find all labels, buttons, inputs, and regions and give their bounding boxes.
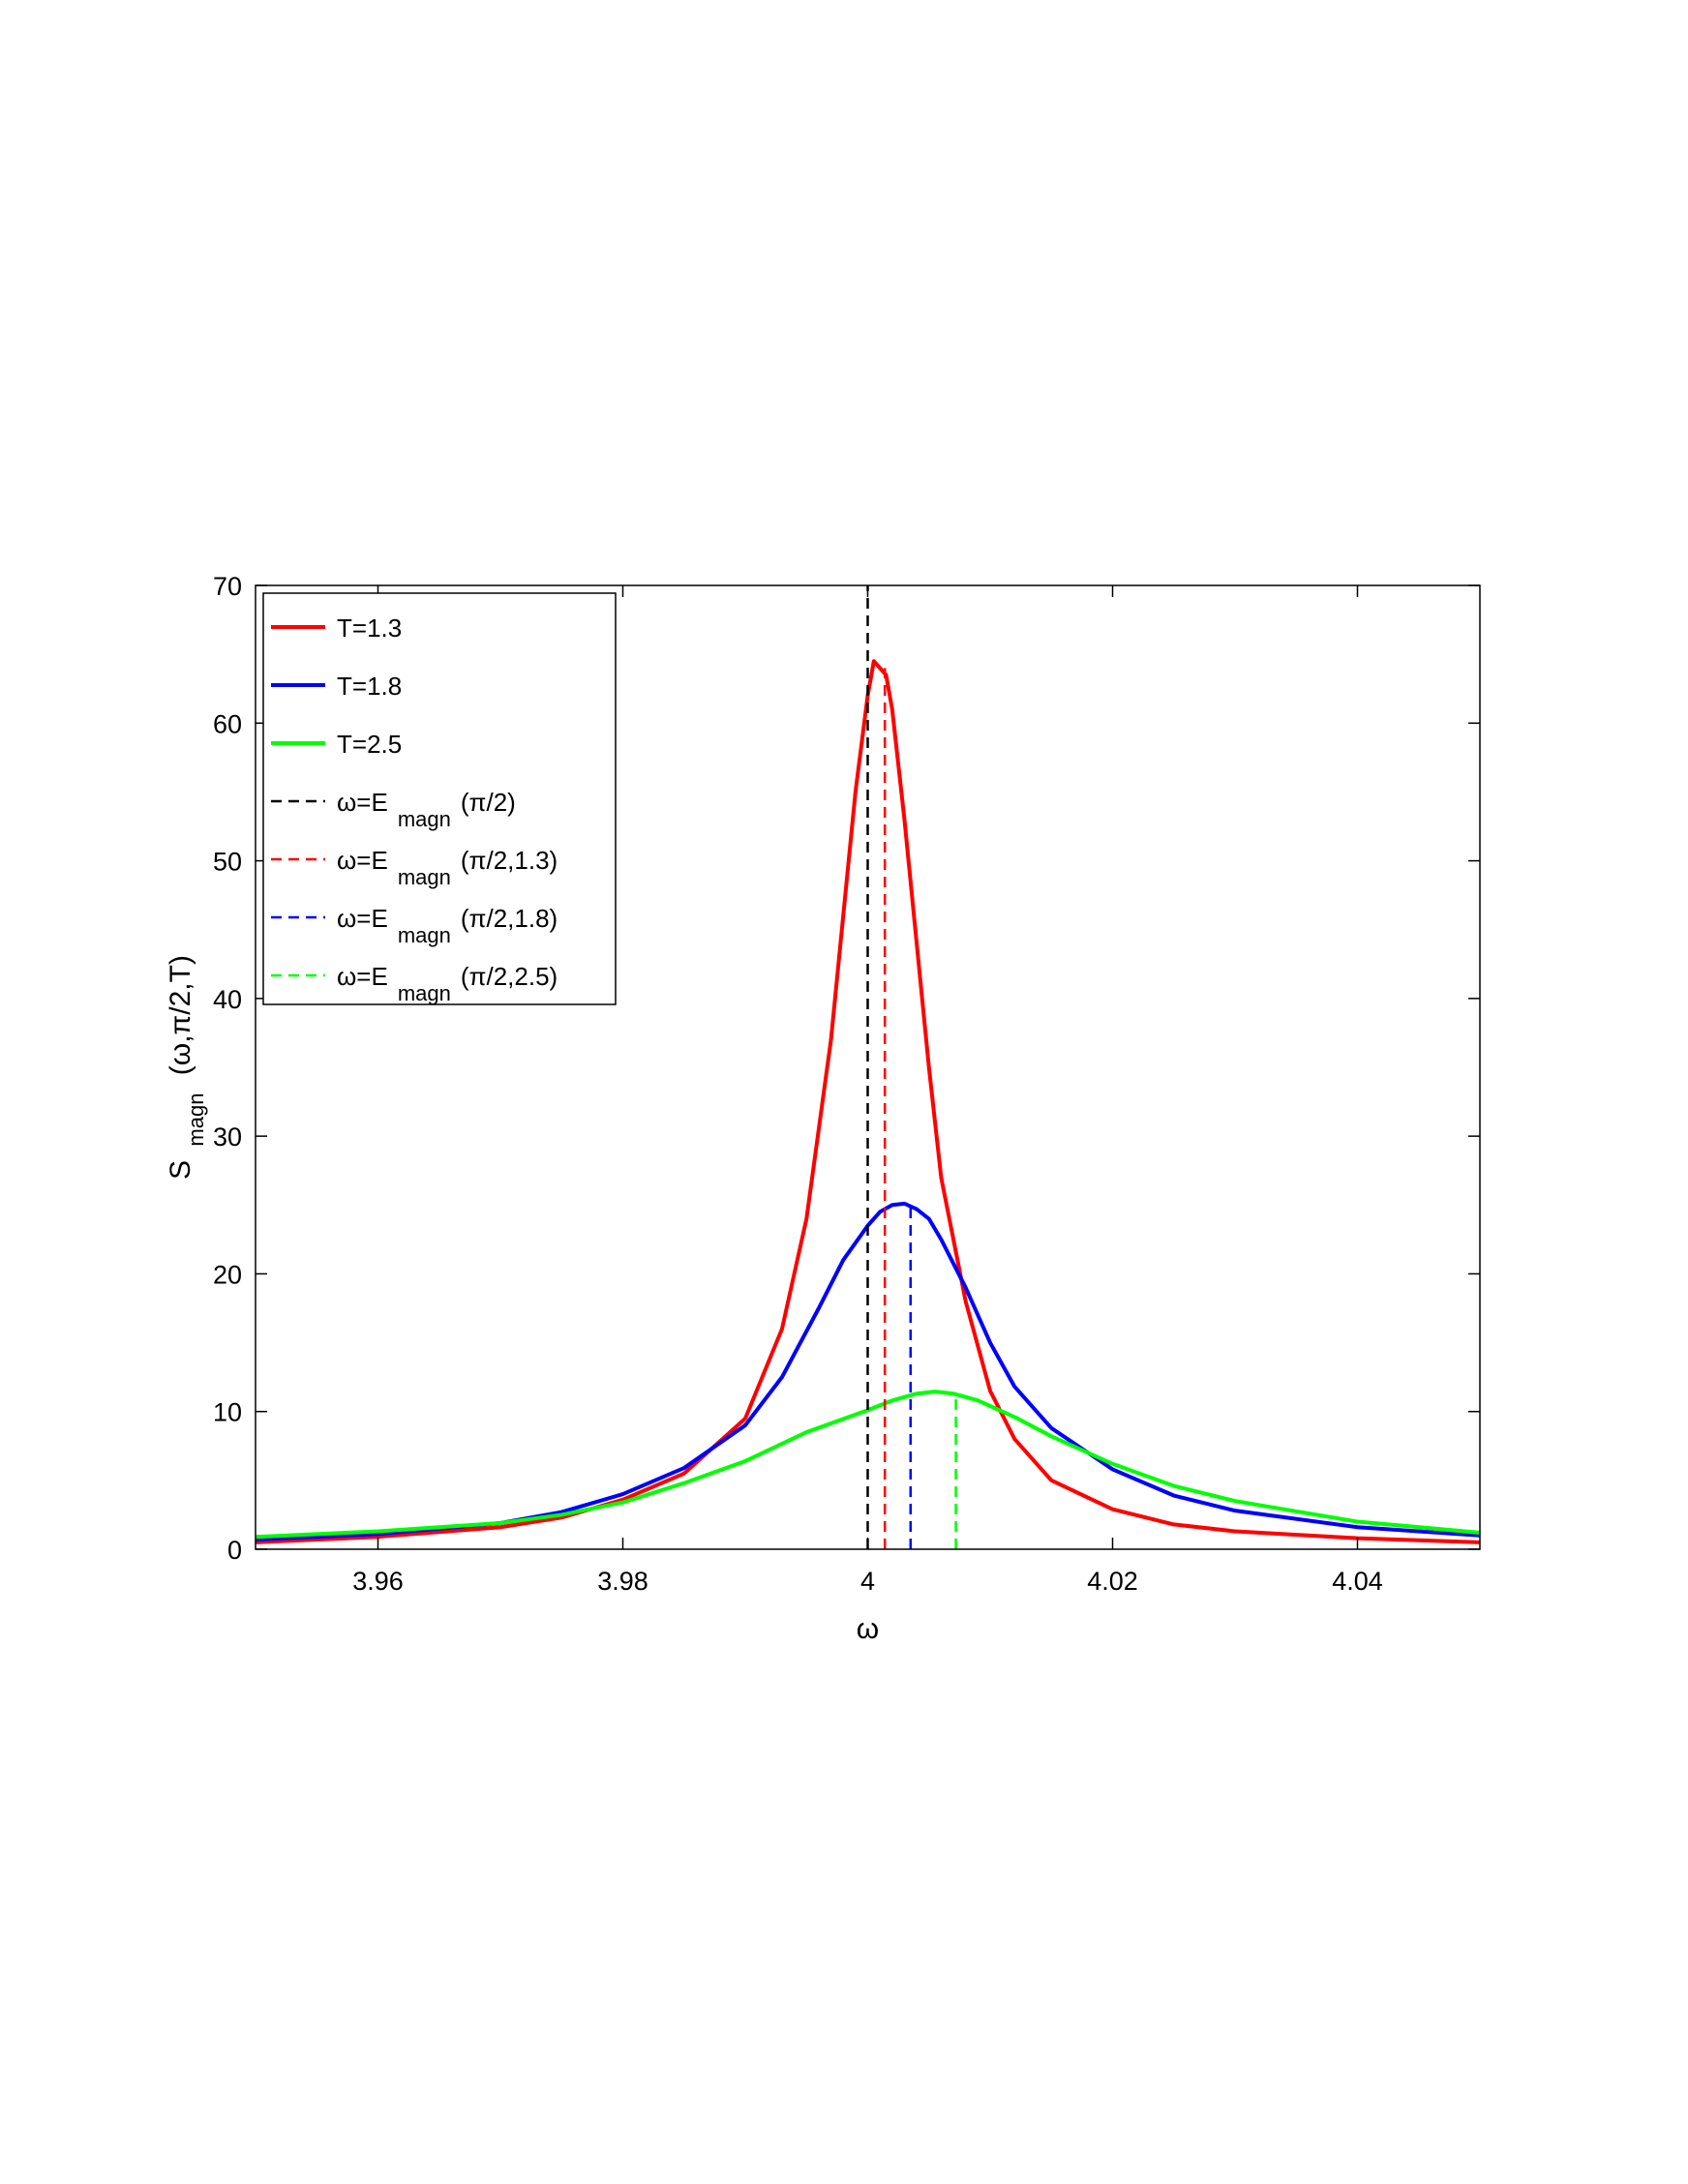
y-tick-label: 50 — [213, 848, 242, 877]
y-tick-label: 0 — [227, 1536, 242, 1565]
series-line-0 — [256, 659, 1480, 1544]
y-axis-label-args: (ω,π/2,T) — [165, 955, 196, 1075]
legend-label-subscript: magn — [398, 923, 451, 947]
legend-label-5: ω=E magn (π/2,1.8) — [337, 904, 558, 947]
plot-area: 3.96 3.98 4 4.02 4.04 0 10 20 30 40 50 60 70 ω S mag… — [165, 572, 1481, 1645]
x-tick-label: 4.02 — [1087, 1567, 1138, 1596]
legend-label-args: (π/2,2.5) — [461, 962, 558, 991]
y-tick-label: 70 — [213, 572, 242, 601]
legend-label-2: T=2.5 — [337, 730, 402, 759]
legend-label-main: T=1.3 — [337, 613, 402, 643]
legend-label-subscript: magn — [398, 807, 451, 831]
legend-label-main: ω=E — [337, 788, 388, 817]
y-tick-label: 20 — [213, 1260, 242, 1289]
legend-label-args: (π/2,1.3) — [461, 846, 558, 875]
legend-label-main: T=1.8 — [337, 672, 402, 701]
legend-label-args: (π/2) — [461, 788, 516, 817]
x-axis-label: ω — [857, 1613, 879, 1645]
legend-label-4: ω=E magn (π/2,1.3) — [337, 846, 558, 889]
y-axis-label: S magn (ω,π/2,T) — [165, 955, 210, 1180]
legend-label-6: ω=E magn (π/2,2.5) — [337, 962, 558, 1005]
legend-label-subscript: magn — [398, 865, 451, 889]
series-layer — [256, 585, 1480, 1549]
series-line-1 — [256, 1201, 1480, 1542]
y-tick-label: 10 — [213, 1398, 242, 1427]
legend-label-main: ω=E — [337, 846, 388, 875]
legend-label-0: T=1.3 — [337, 613, 402, 643]
series-line-2 — [256, 1390, 1480, 1540]
legend-label-args: (π/2,1.8) — [461, 904, 558, 933]
legend-label-main: T=2.5 — [337, 730, 402, 759]
x-tick-label: 4.04 — [1332, 1567, 1383, 1596]
x-tick-label: 3.98 — [597, 1567, 648, 1596]
ticks-layer: 3.96 3.98 4 4.02 4.04 0 10 20 30 40 50 60 70 — [213, 572, 1480, 1596]
x-tick-label: 3.96 — [352, 1567, 404, 1596]
legend: T=1.3 T=1.8 T=2.5 ω=E magn (π/2) ω=E magn (π/2,1… — [262, 592, 617, 1005]
y-tick-label: 40 — [213, 985, 242, 1014]
legend-label-main: ω=E — [337, 904, 388, 933]
y-axis-label-subscript: magn — [184, 1093, 208, 1147]
y-axis-label-main: S — [165, 1160, 196, 1180]
legend-label-main: ω=E — [337, 962, 388, 991]
legend-label-3: ω=E magn (π/2) — [337, 788, 516, 831]
legend-label-subscript: magn — [398, 981, 451, 1005]
y-tick-label: 30 — [213, 1122, 242, 1152]
y-tick-label: 60 — [213, 709, 242, 738]
legend-box — [262, 592, 617, 1005]
x-tick-label: 4 — [860, 1567, 875, 1596]
legend-label-1: T=1.8 — [337, 672, 402, 701]
